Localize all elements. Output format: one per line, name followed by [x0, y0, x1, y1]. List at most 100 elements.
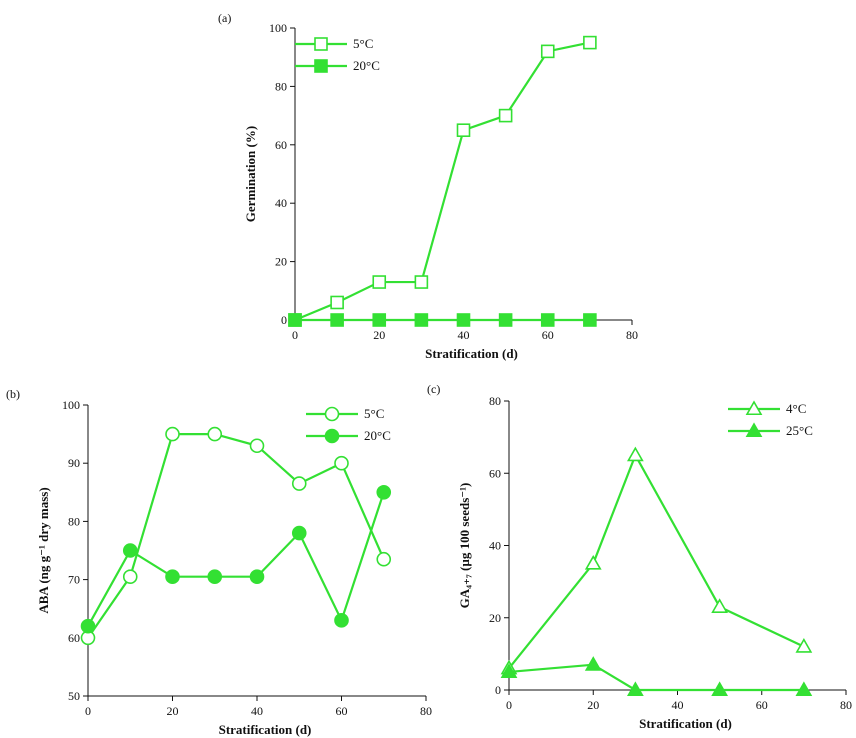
series-1 — [288, 35, 597, 327]
data-point — [334, 613, 349, 628]
y-tick-label: 40 — [489, 539, 501, 553]
data-point — [414, 275, 429, 289]
series-line — [87, 433, 385, 639]
legend-marker — [314, 37, 328, 51]
x-tick-label: 0 — [292, 328, 298, 342]
panel-label: (b) — [6, 387, 20, 401]
x-tick-label: 60 — [542, 328, 554, 342]
data-point — [249, 569, 265, 584]
data-point — [165, 426, 180, 442]
x-axis-title: Stratification (d) — [639, 716, 732, 731]
series-1 — [500, 446, 813, 675]
data-point — [372, 275, 387, 289]
data-point — [372, 313, 387, 327]
data-point — [540, 313, 555, 327]
data-point — [330, 295, 344, 310]
data-point — [122, 569, 138, 584]
series-2 — [288, 313, 597, 327]
legend-label: 20°C — [364, 428, 391, 443]
legend-label: 25°C — [786, 423, 813, 438]
y-tick-label: 20 — [275, 255, 287, 269]
data-point — [414, 313, 429, 327]
data-point — [456, 123, 471, 137]
x-axis-title: Stratification (d) — [425, 346, 518, 361]
y-tick-label: 40 — [275, 196, 287, 210]
data-point — [583, 35, 597, 50]
series-line — [508, 663, 804, 692]
y-tick-label: 100 — [62, 398, 80, 412]
x-tick-label: 80 — [626, 328, 638, 342]
data-point — [291, 525, 307, 541]
data-point — [207, 569, 223, 584]
data-point — [540, 44, 555, 59]
panel-label: (c) — [427, 382, 440, 396]
x-tick-label: 80 — [840, 698, 852, 712]
legend-entry: 5°C — [306, 406, 384, 422]
data-point — [626, 446, 644, 462]
x-tick-label: 40 — [458, 328, 470, 342]
x-tick-label: 20 — [373, 328, 385, 342]
data-point — [795, 681, 813, 697]
y-tick-label: 80 — [489, 394, 501, 408]
x-tick-label: 20 — [167, 704, 179, 718]
legend-marker — [324, 406, 340, 422]
legend-entry: 4°C — [728, 400, 806, 416]
data-point — [584, 656, 602, 671]
legend-entry: 20°C — [306, 428, 391, 444]
data-point — [207, 426, 223, 442]
y-axis-title: Germination (%) — [243, 126, 258, 222]
data-point — [500, 663, 518, 678]
chart-panel-1: (a) 0 20 40 60 80 0 20 40 60 80 100 Stratification (… — [218, 11, 638, 361]
y-tick-label: 60 — [489, 466, 501, 480]
y-axis-title: ABA (ng g⁻¹ dry mass) — [36, 487, 51, 613]
y-tick-label: 70 — [68, 573, 80, 587]
x-tick-label: 80 — [420, 704, 432, 718]
data-point — [498, 313, 513, 327]
x-tick-label: 40 — [251, 704, 263, 718]
series-2 — [500, 656, 813, 697]
y-tick-label: 0 — [281, 313, 287, 327]
legend-marker — [314, 59, 328, 73]
y-tick-label: 20 — [489, 611, 501, 625]
x-tick-label: 0 — [85, 704, 91, 718]
y-tick-label: 100 — [269, 21, 287, 35]
y-tick-label: 80 — [275, 79, 287, 93]
data-point — [376, 551, 392, 567]
x-tick-label: 40 — [672, 698, 684, 712]
data-point — [456, 313, 471, 327]
data-point — [795, 638, 813, 653]
data-point — [80, 618, 96, 634]
data-point — [498, 108, 513, 123]
data-point — [626, 681, 644, 697]
y-tick-label: 0 — [495, 683, 501, 697]
series-line — [294, 41, 591, 322]
data-point — [330, 313, 344, 327]
legend-label: 4°C — [786, 401, 806, 416]
legend-label: 5°C — [364, 406, 384, 421]
x-tick-label: 0 — [506, 698, 512, 712]
data-point — [334, 455, 349, 471]
series-2 — [80, 484, 392, 634]
data-point — [165, 569, 180, 584]
series-1 — [80, 426, 392, 646]
data-point — [583, 313, 597, 327]
x-tick-label: 60 — [336, 704, 348, 718]
data-point — [376, 484, 392, 500]
y-tick-label: 60 — [275, 138, 287, 152]
legend-marker — [745, 400, 763, 416]
data-point — [711, 681, 729, 697]
legend-entry: 25°C — [728, 422, 813, 438]
x-tick-label: 60 — [756, 698, 768, 712]
legend-entry: 5°C — [295, 36, 373, 51]
data-point — [711, 598, 729, 613]
legend-marker — [745, 422, 763, 438]
data-point — [249, 438, 265, 454]
y-tick-label: 60 — [68, 631, 80, 645]
y-tick-label: 50 — [68, 689, 80, 703]
legend-label: 5°C — [353, 36, 373, 51]
data-point — [122, 543, 138, 558]
data-point — [584, 554, 602, 570]
series-line — [87, 491, 385, 627]
x-axis-title: Stratification (d) — [219, 722, 312, 737]
legend-marker — [324, 428, 340, 444]
